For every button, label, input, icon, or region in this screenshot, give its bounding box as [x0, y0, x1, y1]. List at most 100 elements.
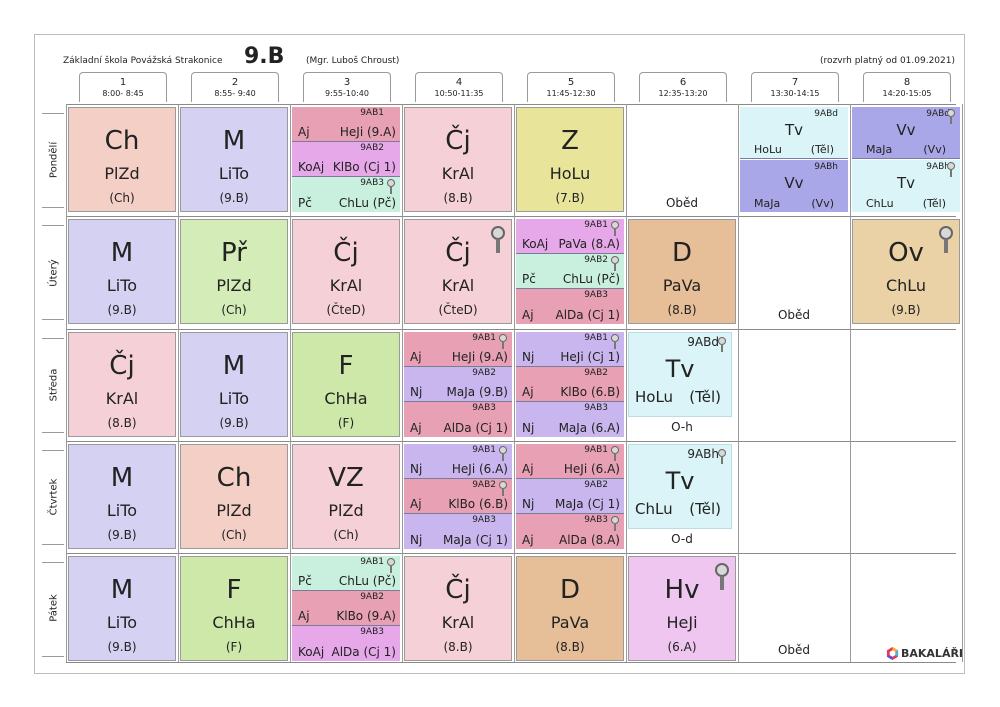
subject-abbr: Čj	[445, 126, 471, 156]
group-lesson[interactable]: 9AB2 KoAj KlBo (Cj 1)	[292, 142, 400, 177]
lesson-cell[interactable]: Z HoLu (7.B)	[516, 107, 624, 212]
lesson-content: Čj KrAl (8.B)	[69, 333, 175, 431]
lesson-cell[interactable]: Čj KrAl (8.B)	[68, 332, 176, 437]
room-label: (Těl)	[922, 197, 946, 210]
period-number: 5	[567, 77, 575, 88]
room-label: (9.B)	[219, 416, 249, 430]
teacher-abbr: PaVa	[662, 276, 702, 295]
bakalari-logo-icon	[886, 647, 899, 660]
lesson-content: Ch PlZd (Ch)	[181, 445, 287, 543]
key-icon	[718, 337, 727, 353]
lesson-cell[interactable]: VZ PlZd (Ch)	[292, 444, 400, 549]
lesson-cell[interactable]: Čj KrAl (8.B)	[404, 107, 512, 212]
group-lesson[interactable]: 9AB2 Pč ChLu (Pč)	[516, 254, 624, 289]
subject-abbr: Z	[561, 126, 579, 156]
group-lesson[interactable]: 9AB2 Nj MaJa (9.B)	[404, 367, 512, 402]
pe-lesson[interactable]: 9ABd Vv MaJa (Vv)	[852, 107, 960, 159]
lesson-cell[interactable]: D PaVa (8.B)	[628, 219, 736, 324]
group-lesson[interactable]: 9AB3 Pč ChLu (Pč)	[292, 177, 400, 212]
group-lesson[interactable]: 9AB1 Pč ChLu (Pč)	[292, 556, 400, 591]
group-teacher-room: AlDa (Cj 1)	[443, 421, 508, 435]
group-lesson[interactable]: 9AB2 Aj KlBo (6.B)	[516, 367, 624, 402]
group-subject: Nj	[410, 462, 423, 476]
group-code: 9AB3	[584, 403, 608, 413]
subject-abbr: Ch	[216, 463, 252, 493]
lesson-cell[interactable]: M LiTo (9.B)	[68, 444, 176, 549]
key-shaft	[950, 169, 952, 177]
subject-abbr: Hv	[664, 575, 700, 605]
pe-lesson[interactable]: 9ABh Tv ChLu (Těl)	[628, 444, 732, 529]
day-tick	[42, 656, 64, 657]
lesson-content: Př PlZd (Ch)	[181, 220, 287, 318]
group-teacher-room: PaVa (8.A)	[558, 237, 620, 251]
pe-lesson[interactable]: 9ABh Vv MaJa (Vv)	[740, 160, 848, 212]
key-icon	[611, 446, 620, 462]
group-lesson[interactable]: 9AB3 Aj AlDa (8.A)	[516, 514, 624, 549]
lesson-cell[interactable]: F ChHa (F)	[292, 332, 400, 437]
lesson-cell[interactable]: M LiTo (9.B)	[180, 107, 288, 212]
group-lesson[interactable]: 9AB2 Nj MaJa (Cj 1)	[516, 479, 624, 514]
group-code: 9AB1	[472, 333, 496, 343]
group-lesson[interactable]: 9AB3 KoAj AlDa (Cj 1)	[292, 626, 400, 661]
room-label: (Vv)	[811, 197, 834, 210]
group-lesson[interactable]: 9AB1 KoAj PaVa (8.A)	[516, 219, 624, 254]
room-label: (6.A)	[667, 640, 697, 654]
room-label: (ČteD)	[326, 303, 366, 317]
lesson-cell[interactable]: Ch PlZd (Ch)	[180, 444, 288, 549]
room-label: (8.B)	[443, 640, 473, 654]
lesson-cell[interactable]: F ChHa (F)	[180, 556, 288, 661]
lesson-cell[interactable]: Ch PlZd (Ch)	[68, 107, 176, 212]
group-lesson[interactable]: 9AB3 Nj MaJa (6.A)	[516, 402, 624, 437]
group-lesson[interactable]: 9AB1 Aj HeJi (6.A)	[516, 444, 624, 479]
key-icon	[611, 256, 620, 272]
group-teacher-room: AlDa (Cj 1)	[331, 645, 396, 659]
key-shaft	[502, 341, 504, 349]
teacher-abbr: KrAl	[329, 276, 363, 295]
key-shaft	[614, 523, 616, 531]
lesson-cell[interactable]: M LiTo (9.B)	[180, 332, 288, 437]
group-lesson[interactable]: 9AB1 Aj HeJi (9.A)	[404, 332, 512, 367]
teacher-abbr: KrAl	[105, 389, 139, 408]
lesson-cell[interactable]: D PaVa (8.B)	[516, 556, 624, 661]
group-lesson[interactable]: 9AB3 Aj AlDa (Cj 1)	[404, 402, 512, 437]
room-label: (8.B)	[667, 303, 697, 317]
group-code: 9AB3	[360, 627, 384, 637]
lesson-cell[interactable]: Čj KrAl (ČteD)	[292, 219, 400, 324]
lesson-cell[interactable]: Čj KrAl (8.B)	[404, 556, 512, 661]
pe-lesson[interactable]: 9ABh Tv ChLu (Těl)	[852, 160, 960, 212]
lunch-label: Oběd	[777, 308, 811, 322]
group-code: 9ABh	[926, 162, 950, 172]
group-teacher-room: KlBo (Cj 1)	[332, 160, 396, 174]
lesson-cell[interactable]: Ov ChLu (9.B)	[852, 219, 960, 324]
group-subject: Aj	[522, 385, 534, 399]
group-lesson[interactable]: 9AB2 Aj KlBo (9.A)	[292, 591, 400, 626]
teacher-abbr: HoLu	[754, 143, 782, 156]
group-lesson[interactable]: 9AB3 Nj MaJa (Cj 1)	[404, 514, 512, 549]
teacher-abbr: KrAl	[441, 276, 475, 295]
day-name: Pátek	[48, 593, 60, 622]
group-code: 9AB2	[472, 480, 496, 490]
lesson-cell[interactable]: M LiTo (9.B)	[68, 219, 176, 324]
key-bow	[939, 226, 953, 240]
group-lesson[interactable]: 9AB1 Nj HeJi (6.A)	[404, 444, 512, 479]
group-teacher-room: HeJi (6.A)	[563, 462, 620, 476]
split-lesson-cell: 9AB1 Pč ChLu (Pč) 9AB2 Aj KlBo (9.A) 9AB3 KoAj A…	[292, 556, 400, 661]
group-subject: Aj	[522, 533, 534, 547]
group-lesson[interactable]: 9AB1 Aj HeJi (9.A)	[292, 107, 400, 142]
class-name: 9.B	[244, 44, 285, 69]
group-subject: Aj	[522, 308, 534, 322]
lesson-cell[interactable]: Hv HeJi (6.A)	[628, 556, 736, 661]
lesson-cell[interactable]: M LiTo (9.B)	[68, 556, 176, 661]
pe-lesson[interactable]: 9ABd Tv HoLu (Těl)	[628, 332, 732, 417]
group-lesson[interactable]: 9AB3 Aj AlDa (Cj 1)	[516, 289, 624, 324]
period-header: 4 10:50-11:35	[415, 72, 503, 102]
subject-abbr: Tv	[784, 121, 804, 139]
subject-abbr: M	[110, 575, 134, 605]
pe-lesson[interactable]: 9ABd Tv HoLu (Těl)	[740, 107, 848, 159]
group-lesson[interactable]: 9AB2 Aj KlBo (6.B)	[404, 479, 512, 514]
room-label: (9.B)	[107, 640, 137, 654]
lesson-cell[interactable]: Př PlZd (Ch)	[180, 219, 288, 324]
group-lesson[interactable]: 9AB1 Nj HeJi (Cj 1)	[516, 332, 624, 367]
period-time: 8:55- 9:40	[214, 89, 256, 98]
lesson-cell[interactable]: Čj KrAl (ČteD)	[404, 219, 512, 324]
